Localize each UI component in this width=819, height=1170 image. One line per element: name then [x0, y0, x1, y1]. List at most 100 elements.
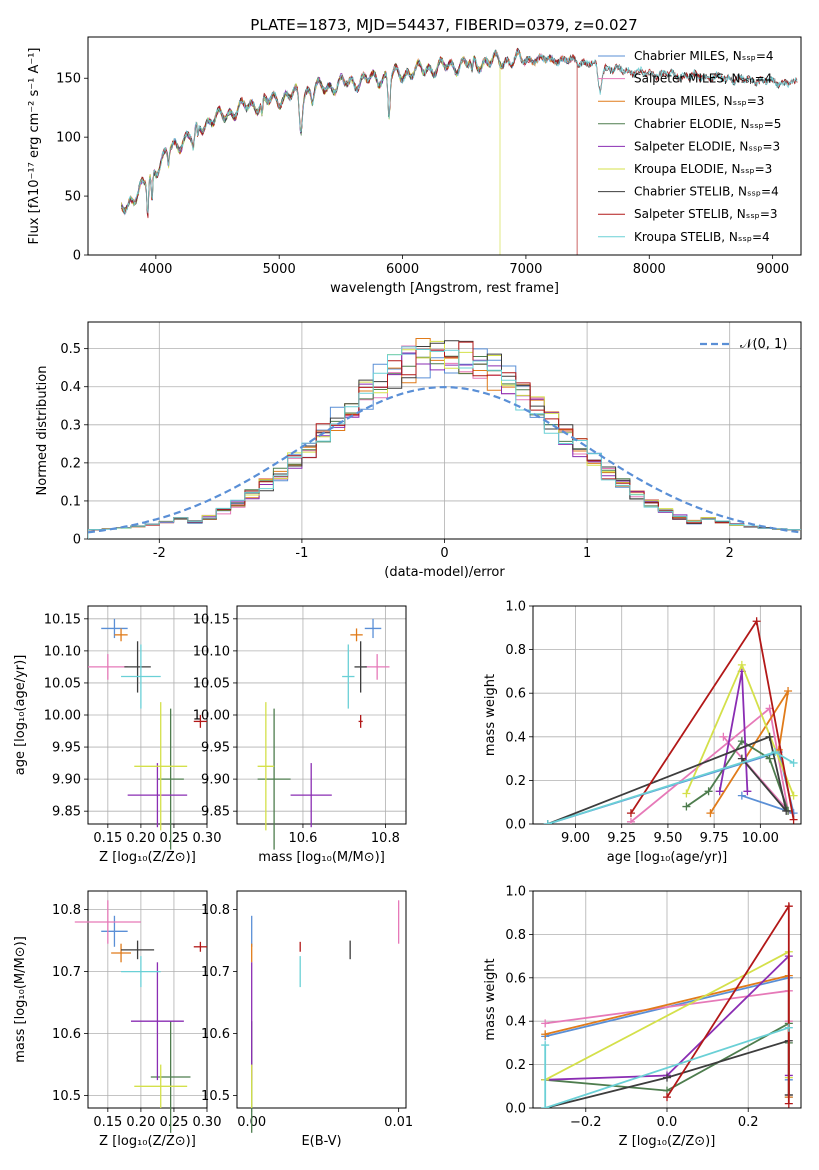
weight-marker [682, 789, 691, 798]
errorbar-point [111, 943, 131, 963]
weight-marker [682, 802, 691, 811]
x-tick-label: -1 [295, 546, 308, 561]
y-tick-label: 0.5 [60, 342, 81, 357]
legend-label: Salpeter MILES, Nₛₛₚ=4 [634, 72, 772, 86]
residuals-frame: -2 -1 0 1 2 0 0.1 0.2 0.3 0.4 0.5 (data-model)/erro… [35, 321, 802, 580]
weight_vs_age-xlabel: age [log₁₀(age/yr)] [607, 850, 728, 865]
spectrum-series-0 [120, 48, 576, 217]
y-tick-label: 0.2 [60, 456, 81, 471]
spectrum-ylabel: Flux [fλ10⁻¹⁷ erg cm⁻² s⁻¹ A⁻¹] [27, 48, 42, 245]
y-tick-label: 0.2 [505, 1058, 526, 1073]
y-tick-label: 0.3 [60, 418, 81, 433]
y-tick-label: 10.8 [201, 903, 230, 918]
x-tick-label: 0.01 [384, 1115, 413, 1130]
errorbar-point [121, 644, 161, 709]
weight-marker [543, 820, 552, 824]
legend-label: Salpeter ELODIE, Nₛₛₚ=3 [634, 139, 780, 153]
spectrum-series-7 [121, 47, 798, 255]
y-tick-label: 0.0 [505, 818, 526, 833]
weight-marker [663, 1093, 671, 1102]
errorbar-point [364, 654, 390, 680]
y-tick-label: 10.10 [193, 644, 230, 659]
mass_vs_EBV-points [251, 900, 400, 1133]
spectrum-legend: Chabrier MILES, Nₛₛₚ=4 Salpeter MILES, Nₛ… [598, 49, 781, 244]
figure-title: PLATE=1873, MJD=54437, FIBERID=0379, z=0… [250, 16, 637, 34]
errorbar-point [342, 644, 355, 709]
y-tick-label: 9.85 [52, 805, 81, 820]
y-tick-label: 0.6 [505, 971, 526, 986]
x-tick-label: 9.00 [561, 831, 590, 846]
weight-marker [789, 815, 798, 824]
x-tick-label: 10.00 [742, 831, 779, 846]
weight-marker [784, 1099, 793, 1108]
age_vs_Z-xlabel: Z [log₁₀(Z/Z⊙)] [99, 850, 196, 865]
errorbar-point [101, 915, 128, 947]
y-tick-label: 1.0 [505, 600, 526, 615]
y-tick-label: 0.1 [60, 494, 81, 509]
weight-marker [743, 787, 752, 796]
errorbar-point [193, 715, 207, 728]
weight-marker [715, 787, 724, 796]
weight-marker [784, 902, 793, 911]
spectrum-series-8 [121, 49, 798, 216]
age_vs_Z-frame: 0.15 0.20 0.25 0.30 9.85 9.90 9.95 10.00 10.05 10… [13, 605, 222, 865]
weight-marker [737, 660, 746, 669]
mass_vs_EBV-xlabel: E(B-V) [301, 1134, 341, 1149]
mass_vs_Z-axes [88, 891, 208, 1108]
errorbar-point [127, 763, 188, 828]
legend-label: Chabrier ELODIE, Nₛₛₚ=5 [634, 117, 781, 131]
legend-label: Kroupa ELODIE, Nₛₛₚ=3 [634, 162, 772, 176]
errorbar-point [193, 941, 207, 952]
mass_vs_Z-xlabel: Z [log₁₀(Z/Z⊙)] [99, 1134, 196, 1149]
mass_vs_Z-frame-rect [87, 890, 208, 1109]
y-tick-label: 10.00 [193, 709, 230, 724]
weight-marker [626, 809, 635, 818]
x-tick-label: 0.20 [126, 831, 155, 846]
weight-marker [789, 758, 798, 767]
errorbar-point [354, 641, 367, 693]
x-tick-label: 9.25 [607, 831, 636, 846]
weight-marker [541, 1104, 550, 1108]
errorbar-point [157, 708, 184, 850]
y-tick-label: 9.95 [52, 741, 81, 756]
weight-marker [784, 687, 793, 696]
y-tick-label: 9.85 [201, 805, 230, 820]
x-tick-label: 0 [440, 546, 448, 561]
y-tick-label: 0 [73, 249, 81, 264]
y-tick-label: 9.90 [201, 773, 230, 788]
weight-marker [784, 1023, 793, 1032]
y-tick-label: 0.6 [505, 687, 526, 702]
mass_vs_Z-ylabel: mass [log₁₀(M/M⊙)] [13, 936, 28, 1063]
y-tick-label: 0.8 [505, 643, 526, 658]
x-tick-label: −0.2 [570, 1115, 602, 1130]
x-tick-label: 0.20 [126, 1115, 155, 1130]
x-tick-label: 0.30 [193, 831, 222, 846]
legend-label: 𝒩(0, 1) [740, 337, 787, 352]
x-tick-label: 6000 [386, 262, 419, 277]
legend-label: Kroupa STELIB, Nₛₛₚ=4 [634, 230, 770, 244]
weight-marker [706, 809, 715, 818]
y-tick-label: 10.15 [44, 612, 81, 627]
residuals-xlabel: (data-model)/error [384, 565, 505, 580]
age_vs_Z-ylabel: age [log₁₀(age/yr)] [13, 655, 28, 776]
spectrum-series-2 [120, 50, 576, 215]
x-tick-label: 0.15 [93, 1115, 122, 1130]
weight-marker [765, 732, 774, 741]
mass_vs_Z-points [74, 900, 207, 1133]
errorbar-point [114, 628, 128, 642]
y-tick-label: 0.0 [505, 1102, 526, 1117]
errorbar-point [134, 702, 188, 831]
y-tick-label: 9.95 [201, 741, 230, 756]
y-tick-label: 10.05 [44, 676, 81, 691]
y-tick-label: 0.4 [505, 1015, 526, 1030]
legend-label: Chabrier MILES, Nₛₛₚ=4 [634, 49, 774, 63]
weight-series-line [544, 1026, 790, 1108]
y-tick-label: 10.8 [52, 903, 81, 918]
y-tick-label: 100 [56, 131, 81, 146]
errorbar-point [290, 763, 332, 828]
y-tick-label: 10.5 [201, 1089, 230, 1104]
weight-series-line [547, 735, 788, 824]
spectrum-series-5 [120, 49, 502, 255]
